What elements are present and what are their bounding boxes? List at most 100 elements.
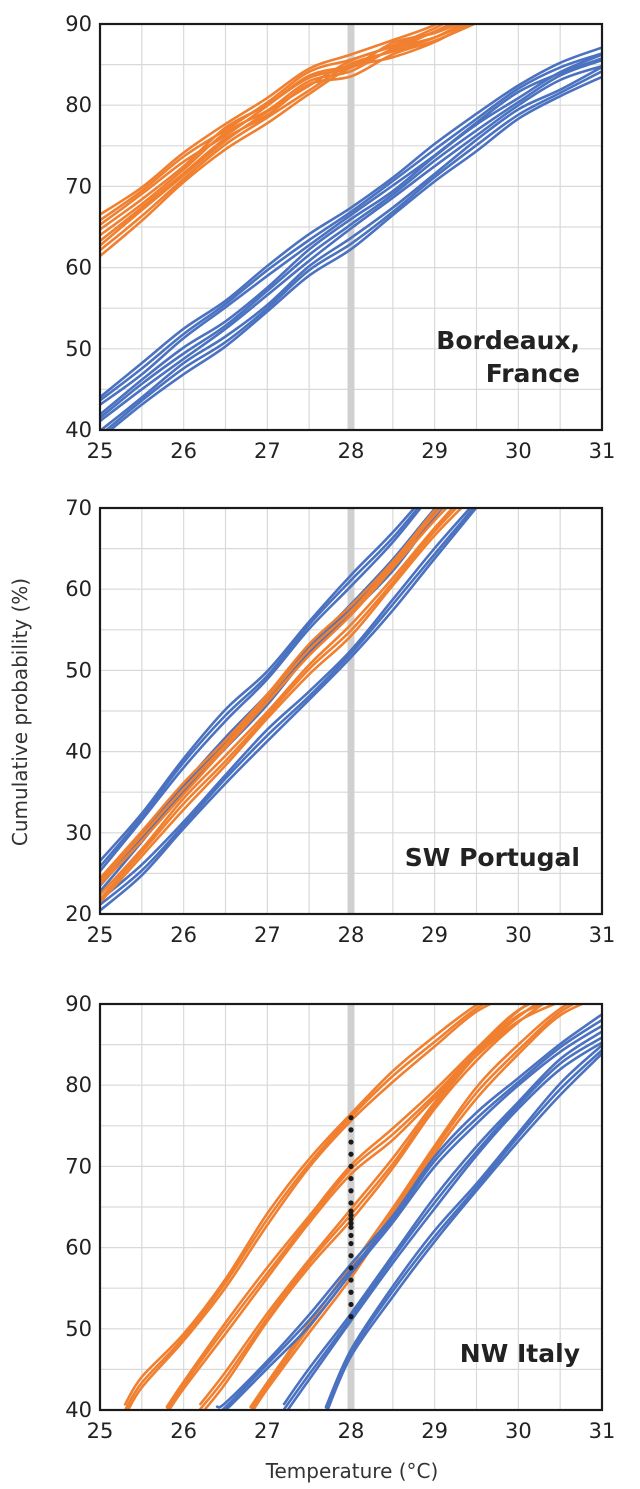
x-tick-label: 31 [589, 439, 616, 463]
x-tick-label: 25 [87, 439, 114, 463]
series-line-blue-5 [219, 1018, 602, 1410]
series-line-orange-5 [100, 508, 449, 887]
threshold-dot [348, 1208, 354, 1214]
series-line-orange-3 [100, 24, 440, 216]
series-group [123, 1004, 602, 1410]
series-group [100, 508, 478, 912]
series-line-blue-1 [100, 508, 472, 902]
series-line-orange-5 [100, 508, 439, 880]
threshold-dot [348, 1151, 354, 1157]
panel-3: 25 26 27 28 29 30 31 40 50 60 70 80 90 NW Italy [65, 992, 616, 1443]
threshold-dot [348, 1253, 354, 1259]
series-line-blue-3 [100, 508, 420, 868]
series-line-blue-5 [215, 1013, 602, 1409]
series-line-blue-4 [104, 70, 602, 430]
region-label: France [486, 359, 580, 388]
series-line-orange-4 [100, 508, 458, 901]
panel-1: 25 26 27 28 29 30 31 40 50 60 70 80 90 Bordeaux, Franc… [65, 12, 616, 463]
threshold-dot [348, 1314, 354, 1320]
series-line-blue-3 [100, 508, 423, 873]
threshold-dot [348, 1220, 354, 1226]
y-tick-label: 40 [65, 1398, 92, 1422]
threshold-dot [348, 1212, 354, 1218]
series-line-blue-5 [100, 53, 602, 416]
threshold-dot [348, 1115, 354, 1121]
series-line-orange-1 [100, 24, 465, 252]
series-line-orange-1 [123, 1004, 487, 1410]
threshold-dot [348, 1265, 354, 1271]
x-tick-label: 26 [170, 1419, 197, 1443]
threshold-dot [348, 1232, 354, 1239]
x-tick-label: 31 [589, 923, 616, 947]
y-tick-label: 90 [65, 992, 92, 1016]
y-tick-label: 80 [65, 1073, 92, 1097]
series-line-orange-3 [100, 24, 454, 226]
threshold-dot [348, 1216, 354, 1222]
series-line-blue-7 [326, 1052, 602, 1410]
series-line-blue-6 [282, 1036, 602, 1410]
series-line-orange-4 [100, 508, 455, 896]
x-tick-label: 30 [505, 1419, 532, 1443]
y-tick-label: 20 [65, 902, 92, 926]
series-line-blue-6 [286, 1041, 602, 1410]
series-line-blue-1 [100, 508, 476, 906]
x-tick-label: 25 [87, 923, 114, 947]
x-tick-label: 29 [421, 439, 448, 463]
y-tick-label: 50 [65, 1317, 92, 1341]
series-line-blue-6 [282, 1030, 602, 1406]
series-line-orange-5 [100, 508, 443, 883]
x-tick-label: 29 [421, 1419, 448, 1443]
x-tick-label: 26 [170, 923, 197, 947]
x-axis-label: Temperature (°C) [265, 1459, 439, 1483]
series-line-orange-3 [199, 1004, 531, 1406]
threshold-dot [348, 1224, 354, 1230]
x-tick-label: 31 [589, 1419, 616, 1443]
threshold-dot [348, 1188, 354, 1194]
threshold-dot [348, 1277, 354, 1283]
series-line-orange-2 [100, 24, 478, 243]
threshold-dot [348, 1240, 354, 1247]
x-tick-label: 27 [254, 923, 281, 947]
series-line-orange-3 [100, 24, 447, 222]
x-tick-label: 30 [505, 923, 532, 947]
plot-frame [98, 1002, 604, 1412]
x-tick-label: 28 [338, 923, 365, 947]
region-label: Bordeaux, [436, 326, 580, 355]
y-tick-label: 60 [65, 1236, 92, 1260]
series-line-orange-1 [100, 24, 471, 258]
series-line-orange-1 [123, 1004, 481, 1406]
y-tick-label: 70 [65, 496, 92, 520]
y-tick-label: 50 [65, 658, 92, 682]
x-tick-label: 27 [254, 1419, 281, 1443]
region-label: SW Portugal [405, 843, 580, 872]
y-tick-label: 40 [65, 740, 92, 764]
series-line-orange-4 [249, 1004, 577, 1410]
x-tick-label: 26 [170, 439, 197, 463]
y-axis-label: Cumulative probability (%) [8, 578, 32, 846]
series-line-blue-6 [100, 57, 602, 406]
y-tick-label: 60 [65, 577, 92, 601]
series-line-orange-1 [126, 1004, 494, 1410]
series-line-orange-4 [249, 1004, 571, 1409]
threshold-dot [348, 1200, 354, 1206]
threshold-dot [348, 1301, 354, 1308]
y-tick-label: 90 [65, 12, 92, 36]
threshold-dot [348, 1139, 354, 1145]
series-line-blue-3 [100, 508, 417, 863]
series-line-blue-4 [100, 65, 602, 430]
threshold-dot [348, 1127, 354, 1133]
series-line-orange-3 [199, 1004, 539, 1410]
series-line-blue-7 [324, 1043, 602, 1409]
series-line-blue-4 [108, 75, 602, 430]
region-label: NW Italy [460, 1339, 580, 1368]
x-tick-label: 25 [87, 1419, 114, 1443]
y-tick-label: 60 [65, 256, 92, 280]
series-line-orange-2 [100, 24, 469, 237]
y-tick-label: 70 [65, 1154, 92, 1178]
series-line-blue-1 [100, 508, 478, 912]
series-line-orange-4 [100, 508, 464, 904]
x-tick-label: 28 [338, 1419, 365, 1443]
x-tick-label: 30 [505, 439, 532, 463]
y-tick-label: 40 [65, 418, 92, 442]
